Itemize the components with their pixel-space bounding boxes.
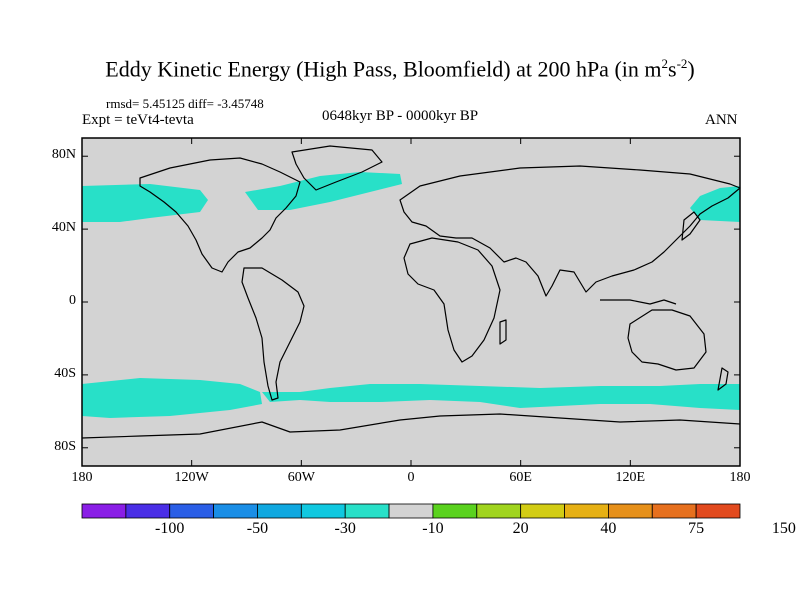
colorbar-swatch: [388, 503, 434, 519]
coast-australia: [627, 309, 707, 371]
experiment-label: Expt = teVt4-tevta: [82, 112, 194, 128]
colorbar-swatch: [432, 503, 478, 519]
colorbar-swatch: [608, 503, 653, 519]
colorbar-swatch: [344, 503, 390, 519]
axis-ticks: [81, 138, 741, 466]
colorbar-label: 75: [688, 520, 705, 537]
lon-tick-label: 120E: [615, 470, 646, 485]
lat-tick-label: 80N: [51, 147, 76, 163]
lat-tick-label: 80S: [54, 438, 76, 454]
colorbar-swatch: [257, 503, 302, 519]
colorbar-label: -100: [155, 520, 185, 537]
colorbar-label: 20: [512, 520, 529, 537]
plot-title: Eddy Kinetic Energy (High Pass, Bloomfie…: [105, 56, 695, 82]
coast-new-zealand: [717, 367, 729, 391]
colorbar-swatch: [81, 503, 127, 519]
colorbar-label: -10: [422, 520, 444, 537]
band-southern-ocean-1: [82, 378, 262, 418]
lat-tick-label: 40N: [51, 220, 76, 236]
colorbar-label: -30: [334, 520, 356, 537]
coastlines: [81, 145, 741, 439]
band-southern-ocean-2: [262, 384, 740, 410]
coast-north-america: [139, 157, 301, 273]
coast-madagascar: [499, 319, 507, 345]
colorbar-swatch: [520, 503, 565, 519]
colorbar-swatch: [476, 503, 522, 519]
colorbar: [81, 503, 741, 519]
coast-greenland: [291, 145, 383, 191]
lon-tick-label: 120W: [174, 470, 209, 485]
coast-south-america: [241, 267, 305, 401]
colorbar-swatch: [125, 503, 171, 519]
anomaly-bands: [82, 172, 740, 418]
coast-eurasia: [399, 165, 741, 297]
lat-tick-label: 40S: [54, 365, 76, 381]
coast-japan: [681, 211, 701, 241]
lat-tick-label: 0: [69, 293, 76, 308]
colorbar-swatch: [651, 503, 697, 519]
lon-tick-label: 60E: [509, 470, 532, 485]
coast-maritime: [600, 299, 677, 305]
stats-label: rmsd= 5.45125 diff= -3.45748: [106, 96, 264, 111]
colorbar-swatch: [169, 503, 215, 519]
colorbar-swatch: [213, 503, 258, 519]
band-north-atlantic: [245, 172, 402, 210]
lon-tick-label: 180: [71, 470, 93, 485]
lon-tick-label: 60W: [287, 470, 315, 485]
colorbar-swatch: [695, 503, 741, 519]
season-label: ANN: [705, 112, 738, 128]
colorbar-label: -50: [246, 520, 269, 537]
lon-tick-label: 0: [407, 470, 415, 485]
period-label: 0648kyr BP - 0000kyr BP: [322, 108, 479, 124]
colorbar-label: 150: [771, 520, 796, 537]
coast-antarctica: [81, 413, 741, 439]
colorbar-swatch: [300, 503, 346, 519]
colorbar-swatch: [564, 503, 609, 519]
coast-africa: [403, 237, 501, 363]
lon-tick-label: 180: [729, 470, 751, 485]
colorbar-label: 40: [600, 520, 617, 537]
